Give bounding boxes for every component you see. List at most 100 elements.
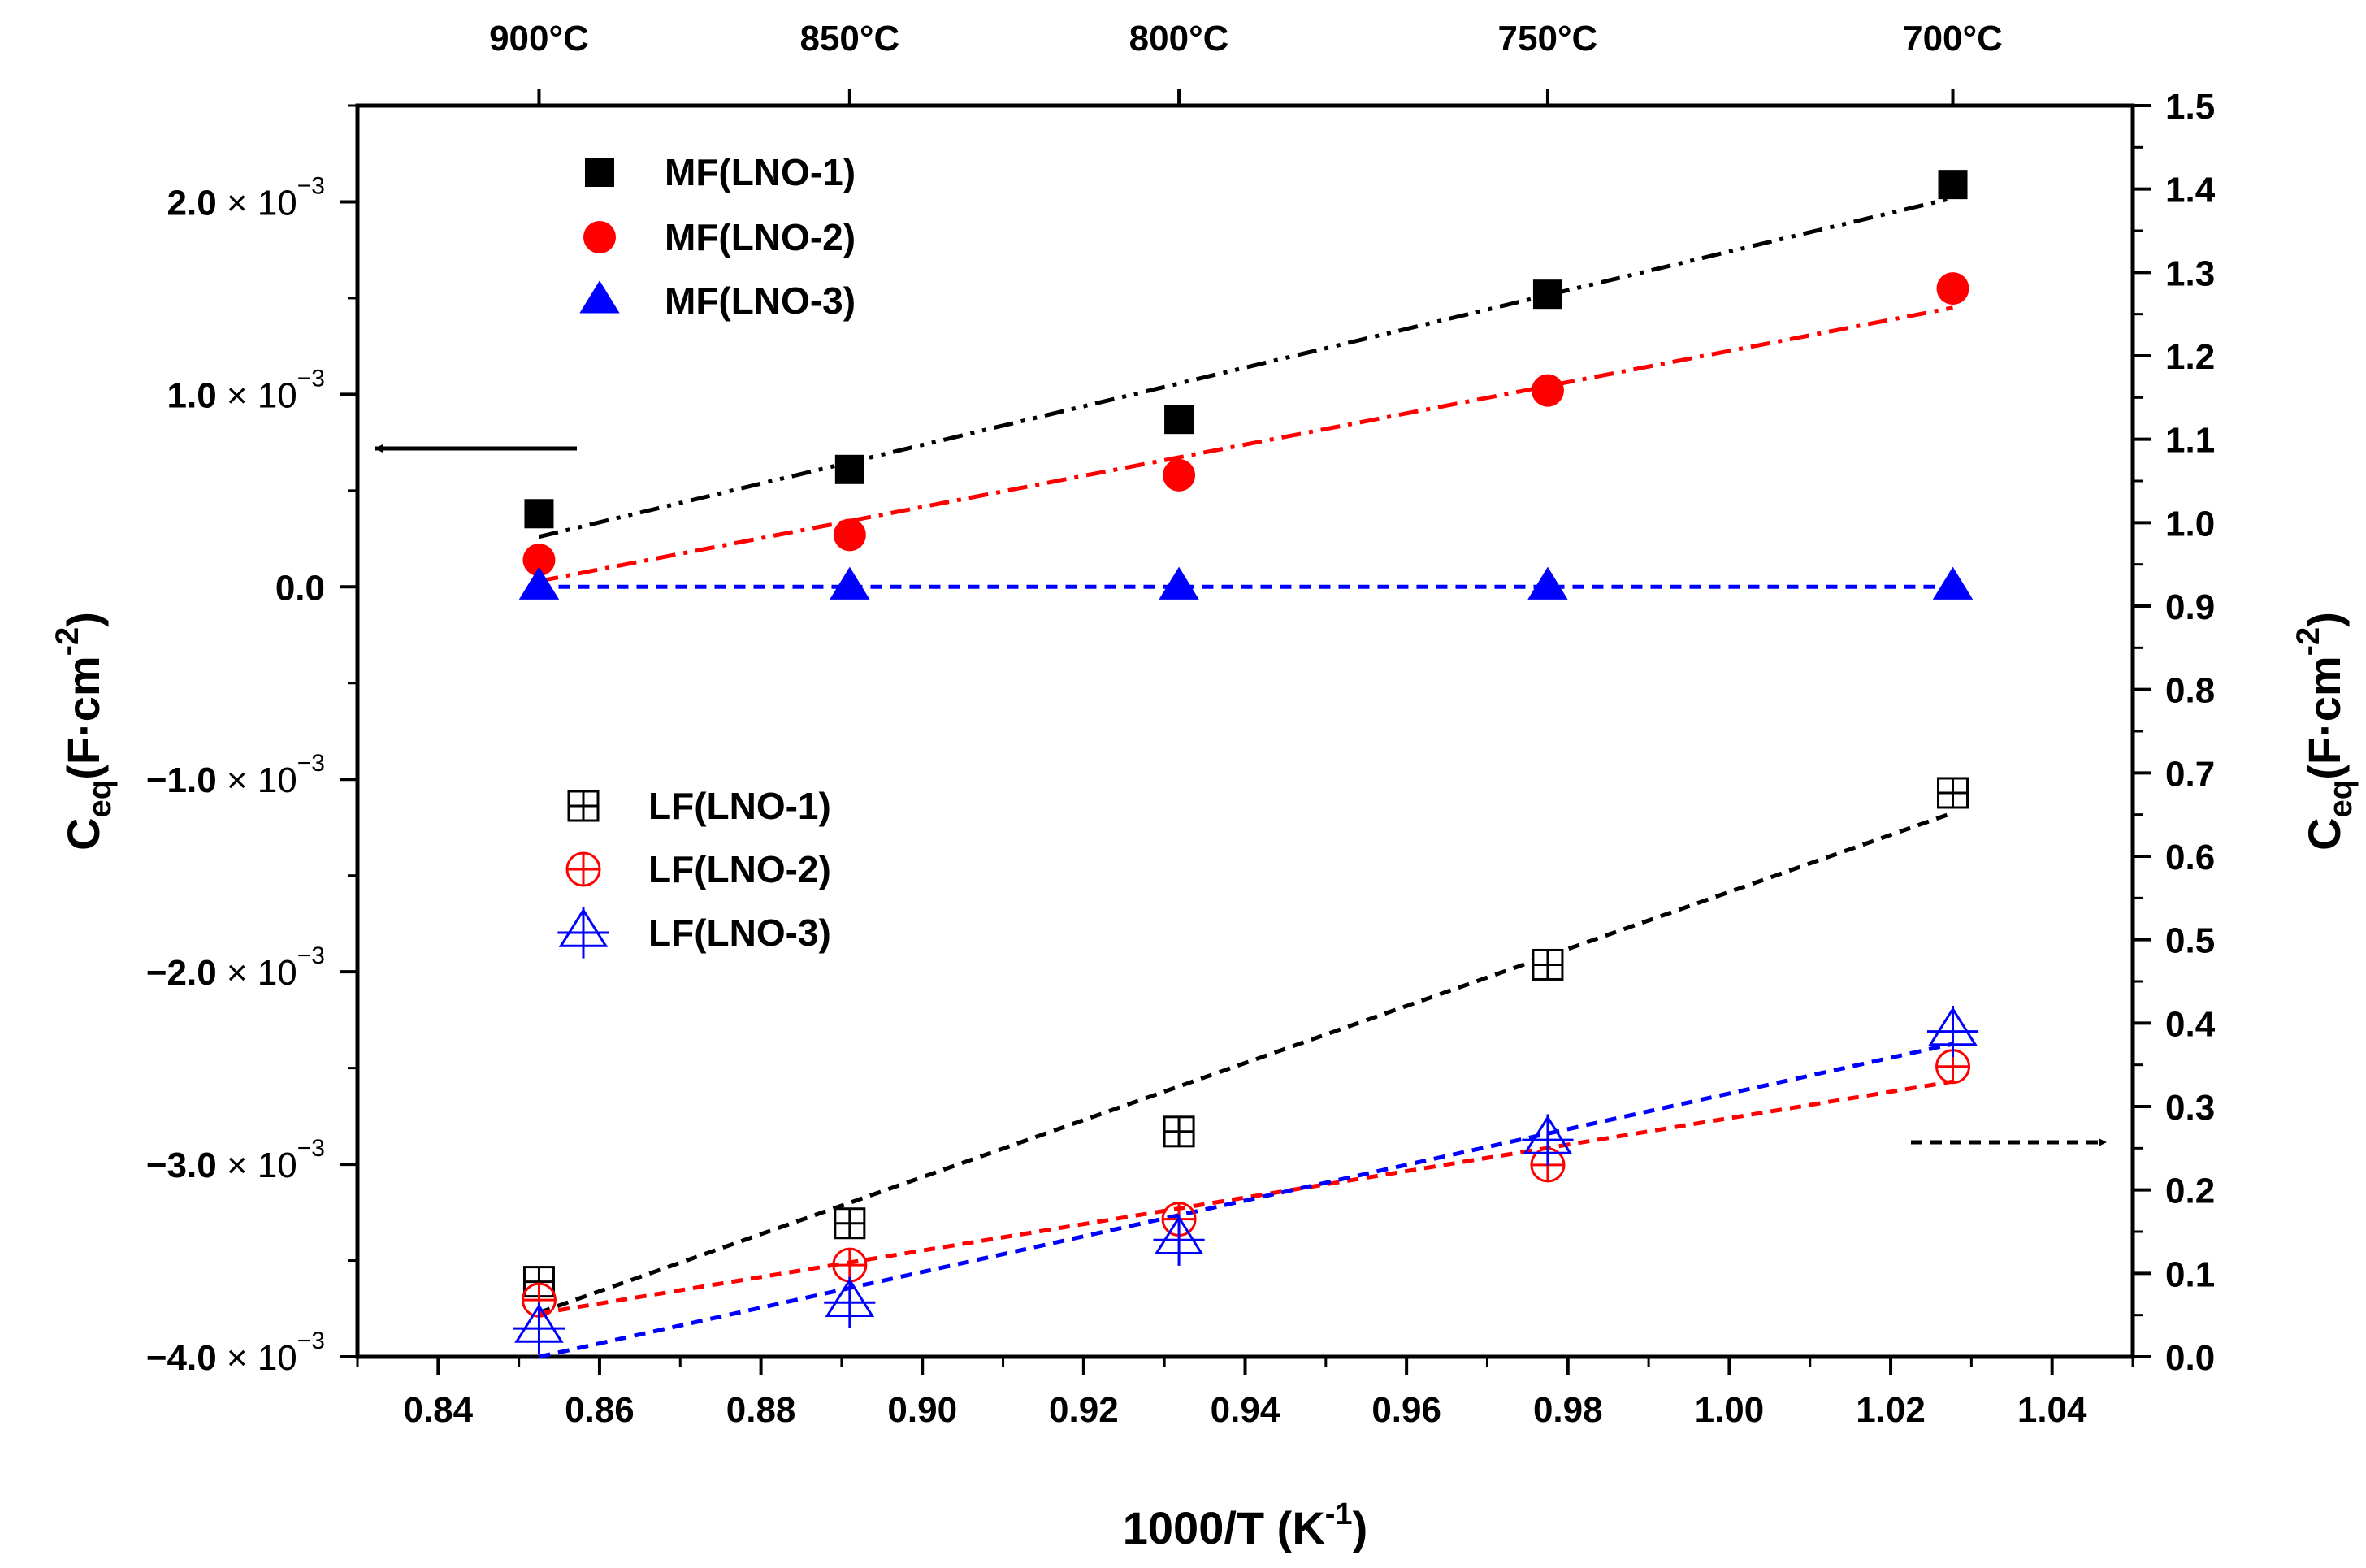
- series-MF(LNO-2): [522, 272, 1970, 577]
- x-tick-label: 1.04: [2017, 1390, 2087, 1430]
- left-tick-exp: −3: [297, 1328, 325, 1354]
- marker-circle: [522, 544, 556, 577]
- left-tick-times: ×: [217, 953, 258, 993]
- right-tick-label: 0.4: [2165, 1004, 2216, 1044]
- legend-label: LF(LNO-2): [648, 848, 831, 890]
- left-axis-title-sub: eq: [82, 780, 118, 818]
- left-tick-label: −2.0 × 10−3: [146, 942, 325, 993]
- axes: 0.84 0.86 0.88 0.90 0.92 0.94 0.96 0.98 1.00 1.02…: [50, 19, 2359, 1553]
- left-tick-base: 10: [258, 760, 297, 800]
- series-LF(LNO-2): [521, 1049, 1971, 1318]
- right-axis-title-close: ): [2299, 612, 2350, 627]
- marker-triangle: [1528, 566, 1568, 600]
- data-points: [513, 170, 1979, 1354]
- fit-line-LF(LNO-3): [538, 1042, 1954, 1359]
- left-tick-label: 1.0 × 10−3: [167, 365, 326, 415]
- legend-item: LF(LNO-1): [567, 785, 831, 827]
- marker-square: [1164, 405, 1194, 435]
- x-tick-label: 0.90: [887, 1390, 957, 1430]
- marker-circle: [583, 221, 616, 253]
- marker-circle: [1531, 374, 1564, 407]
- top-tick-label: 850°C: [800, 19, 899, 58]
- left-tick-base: 10: [258, 1146, 297, 1185]
- right-axis-title: Ceq(F·cm-2): [2290, 612, 2359, 851]
- series-LF(LNO-1): [522, 777, 1970, 1298]
- fit-lines: [538, 196, 1954, 1359]
- left-tick-times: ×: [217, 760, 258, 800]
- x-tick-label: 1.02: [1856, 1390, 1926, 1430]
- left-tick-times: ×: [217, 1338, 258, 1378]
- left-tick-label: 2.0 × 10−3: [167, 172, 326, 223]
- x-axis-title-text: 1000/T (: [1123, 1502, 1293, 1553]
- right-axis-title-unit: (F·cm: [2299, 656, 2350, 779]
- right-tick-label: 1.3: [2165, 253, 2215, 293]
- x-tick-label: 0.92: [1049, 1390, 1119, 1430]
- marker-triangle: [1932, 566, 1974, 600]
- x-tick-label: 0.86: [565, 1390, 635, 1430]
- left-tick-exp: −3: [297, 750, 325, 777]
- x-axis-title-exp: -1: [1325, 1497, 1353, 1531]
- legend-item: LF(LNO-3): [557, 907, 831, 959]
- right-tick-label: 0.7: [2165, 754, 2215, 794]
- x-tick-label: 0.96: [1372, 1390, 1441, 1430]
- right-axis-title-main: C: [2299, 817, 2350, 850]
- x-tick-label: 1.00: [1695, 1390, 1765, 1430]
- right-tick-label: 0.3: [2165, 1088, 2215, 1128]
- right-tick-label: 0.0: [2165, 1338, 2215, 1378]
- legend-label: LF(LNO-3): [648, 912, 831, 954]
- marker-square: [524, 499, 554, 529]
- x-tick-label: 0.84: [403, 1390, 473, 1430]
- legend-item: MF(LNO-1): [585, 151, 856, 193]
- legend-label: MF(LNO-1): [665, 151, 856, 193]
- left-tick-times: ×: [217, 1146, 258, 1185]
- top-tick-label: 700°C: [1903, 19, 2003, 58]
- left-tick-mantissa: −4.0: [146, 1338, 217, 1378]
- marker-triangle: [518, 566, 560, 600]
- left-tick-exp: −3: [297, 942, 325, 969]
- top-tick-label: 750°C: [1498, 19, 1598, 58]
- legend-label: MF(LNO-2): [665, 216, 856, 258]
- top-tick-label: 800°C: [1129, 19, 1229, 58]
- x-tick-label: 0.88: [726, 1390, 796, 1430]
- right-tick-label: 0.6: [2165, 838, 2215, 877]
- right-tick-label: 1.2: [2165, 337, 2215, 377]
- left-tick-base: 10: [258, 183, 297, 223]
- left-axis-title: Ceq(F·cm-2): [50, 612, 118, 851]
- x-axis-title-unit: K: [1292, 1502, 1324, 1553]
- right-tick-label: 0.2: [2165, 1172, 2215, 1211]
- left-axis-title-close: ): [58, 612, 109, 627]
- left-tick-label: −1.0 × 10−3: [146, 750, 325, 800]
- marker-square: [834, 454, 864, 484]
- x-axis-title: 1000/T (K-1): [1123, 1497, 1367, 1553]
- fit-line-MF(LNO-2): [538, 305, 1953, 583]
- x-tick-label: 0.98: [1533, 1390, 1603, 1430]
- top-tick-label: 900°C: [489, 19, 589, 58]
- right-tick-label: 0.1: [2165, 1254, 2215, 1294]
- right-tick-label: 1.4: [2165, 171, 2216, 210]
- series-MF(LNO-1): [524, 170, 1968, 529]
- left-tick-exp: −3: [297, 365, 325, 392]
- plot-frame: [355, 103, 2135, 1359]
- left-tick-mantissa: −2.0: [146, 953, 217, 993]
- left-tick-mantissa: 2.0: [167, 183, 217, 223]
- left-tick-label: 0.0: [275, 568, 325, 608]
- legend-item: LF(LNO-2): [566, 848, 831, 890]
- left-tick-label: −3.0 × 10−3: [146, 1135, 325, 1185]
- left-axis-title-exp: -2: [50, 627, 85, 656]
- right-axis-title-sub: eq: [2323, 780, 2359, 818]
- left-axis-title-unit: (F·cm: [58, 656, 109, 779]
- right-tick-label: 0.5: [2165, 921, 2215, 961]
- left-tick-exp: −3: [297, 1135, 325, 1162]
- legend-item: MF(LNO-2): [583, 216, 856, 258]
- marker-triangle: [830, 566, 870, 600]
- x-axis-title-close: ): [1353, 1502, 1368, 1553]
- legend: MF(LNO-1) MF(LNO-2) MF(LNO-3) LF(LNO-1) LF(L…: [557, 151, 856, 959]
- series-MF(LNO-3): [518, 566, 1974, 600]
- left-tick-label: −4.0 × 10−3: [146, 1328, 325, 1378]
- left-tick-mantissa: −1.0: [146, 760, 217, 800]
- marker-triangle: [1159, 566, 1199, 600]
- right-tick-label: 1.0: [2165, 504, 2215, 544]
- fit-line-LF(LNO-2): [539, 1079, 1953, 1316]
- right-tick-label: 0.8: [2165, 671, 2215, 711]
